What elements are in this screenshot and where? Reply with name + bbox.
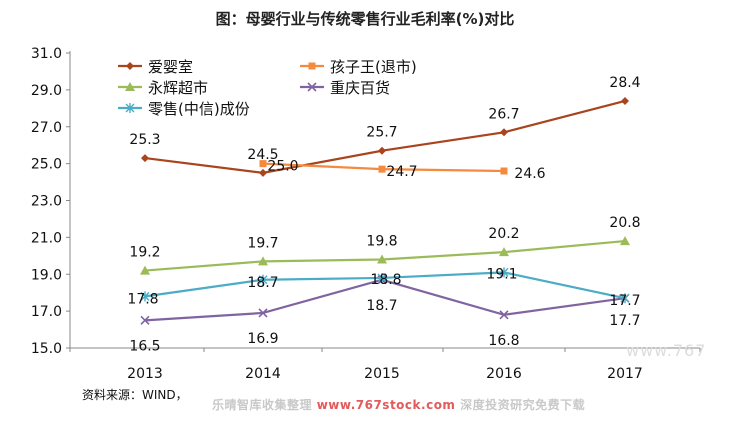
legend-swatch-marker xyxy=(308,62,316,70)
data-label: 20.8 xyxy=(609,215,640,231)
data-label: 17.7 xyxy=(609,313,640,329)
legend-label: 孩子王(退市) xyxy=(330,58,417,76)
data-label: 16.8 xyxy=(488,333,519,349)
watermark: 乐晴智库收集整理 www.767stock.com 深度投资研究免费下载 xyxy=(212,396,585,413)
data-point xyxy=(140,291,150,302)
legend-label: 爱婴室 xyxy=(148,58,193,76)
watermark-suffix: 深度投资研究免费下载 xyxy=(460,398,586,412)
data-label: 17.7 xyxy=(609,293,640,309)
data-label: 24.6 xyxy=(514,166,545,182)
data-label: 28.4 xyxy=(609,75,640,91)
data-label: 18.7 xyxy=(366,298,397,314)
data-label: 20.2 xyxy=(488,226,519,242)
data-point xyxy=(621,96,629,105)
data-label: 16.5 xyxy=(129,338,160,354)
data-label: 18.8 xyxy=(370,272,401,288)
data-point xyxy=(378,165,386,173)
data-label: 24.5 xyxy=(247,147,278,163)
y-tick-label: 29.0 xyxy=(31,83,62,99)
data-label: 26.7 xyxy=(488,106,519,122)
data-point xyxy=(499,267,509,278)
x-tick-label: 2016 xyxy=(486,366,522,382)
data-point xyxy=(499,310,509,320)
data-point xyxy=(377,254,387,264)
y-tick-label: 15.0 xyxy=(31,341,62,357)
source-note: 资料来源：WIND， xyxy=(82,388,188,402)
data-point xyxy=(140,265,150,275)
legend-swatch-marker xyxy=(125,103,135,113)
y-tick-label: 25.0 xyxy=(31,157,62,173)
legend-label: 永辉超市 xyxy=(148,79,208,97)
data-point xyxy=(258,256,268,266)
watermark-text: 乐晴智库收集整理 xyxy=(212,398,313,412)
data-label: 25.7 xyxy=(366,125,397,141)
watermark-side: www.767 xyxy=(626,341,707,360)
legend-label: 重庆百货 xyxy=(330,79,390,97)
data-point xyxy=(140,315,150,325)
data-point xyxy=(500,128,508,137)
y-tick-label: 17.0 xyxy=(31,304,62,320)
x-tick-label: 2014 xyxy=(245,366,281,382)
x-tick-label: 2015 xyxy=(364,366,400,382)
legend-swatch-marker xyxy=(126,62,134,70)
data-point xyxy=(378,146,386,155)
data-point xyxy=(620,293,630,304)
legend-swatch-marker xyxy=(125,82,135,91)
data-label: 19.7 xyxy=(247,235,278,251)
y-tick-label: 27.0 xyxy=(31,120,62,136)
watermark-url: www.767stock.com xyxy=(316,398,456,412)
legend-label: 零售(中信)成份 xyxy=(148,100,250,118)
x-tick-label: 2013 xyxy=(127,366,163,382)
data-point xyxy=(620,236,630,246)
data-point xyxy=(377,272,387,283)
data-point xyxy=(141,154,149,163)
data-label: 16.9 xyxy=(247,331,278,347)
data-point xyxy=(500,167,508,175)
data-point xyxy=(259,168,267,177)
data-label: 25.3 xyxy=(129,132,160,148)
data-point xyxy=(258,308,268,318)
data-point xyxy=(499,247,509,257)
data-label: 19.8 xyxy=(366,234,397,250)
data-point xyxy=(259,160,267,168)
data-label: 25.0 xyxy=(267,159,298,175)
data-point xyxy=(258,274,268,285)
data-label: 19.1 xyxy=(486,266,517,282)
data-label: 17.8 xyxy=(127,291,158,307)
x-tick-label: 2017 xyxy=(607,366,643,382)
chart-title: 图：母婴行业与传统零售行业毛利率(%)对比 xyxy=(215,10,515,28)
data-label: 18.7 xyxy=(247,275,278,291)
data-label: 24.7 xyxy=(386,164,417,180)
y-tick-label: 21.0 xyxy=(31,230,62,246)
y-tick-label: 31.0 xyxy=(31,46,62,62)
legend-swatch-marker xyxy=(307,82,317,92)
y-tick-label: 23.0 xyxy=(31,194,62,210)
y-tick-label: 19.0 xyxy=(31,267,62,283)
data-label: 19.2 xyxy=(129,245,160,261)
